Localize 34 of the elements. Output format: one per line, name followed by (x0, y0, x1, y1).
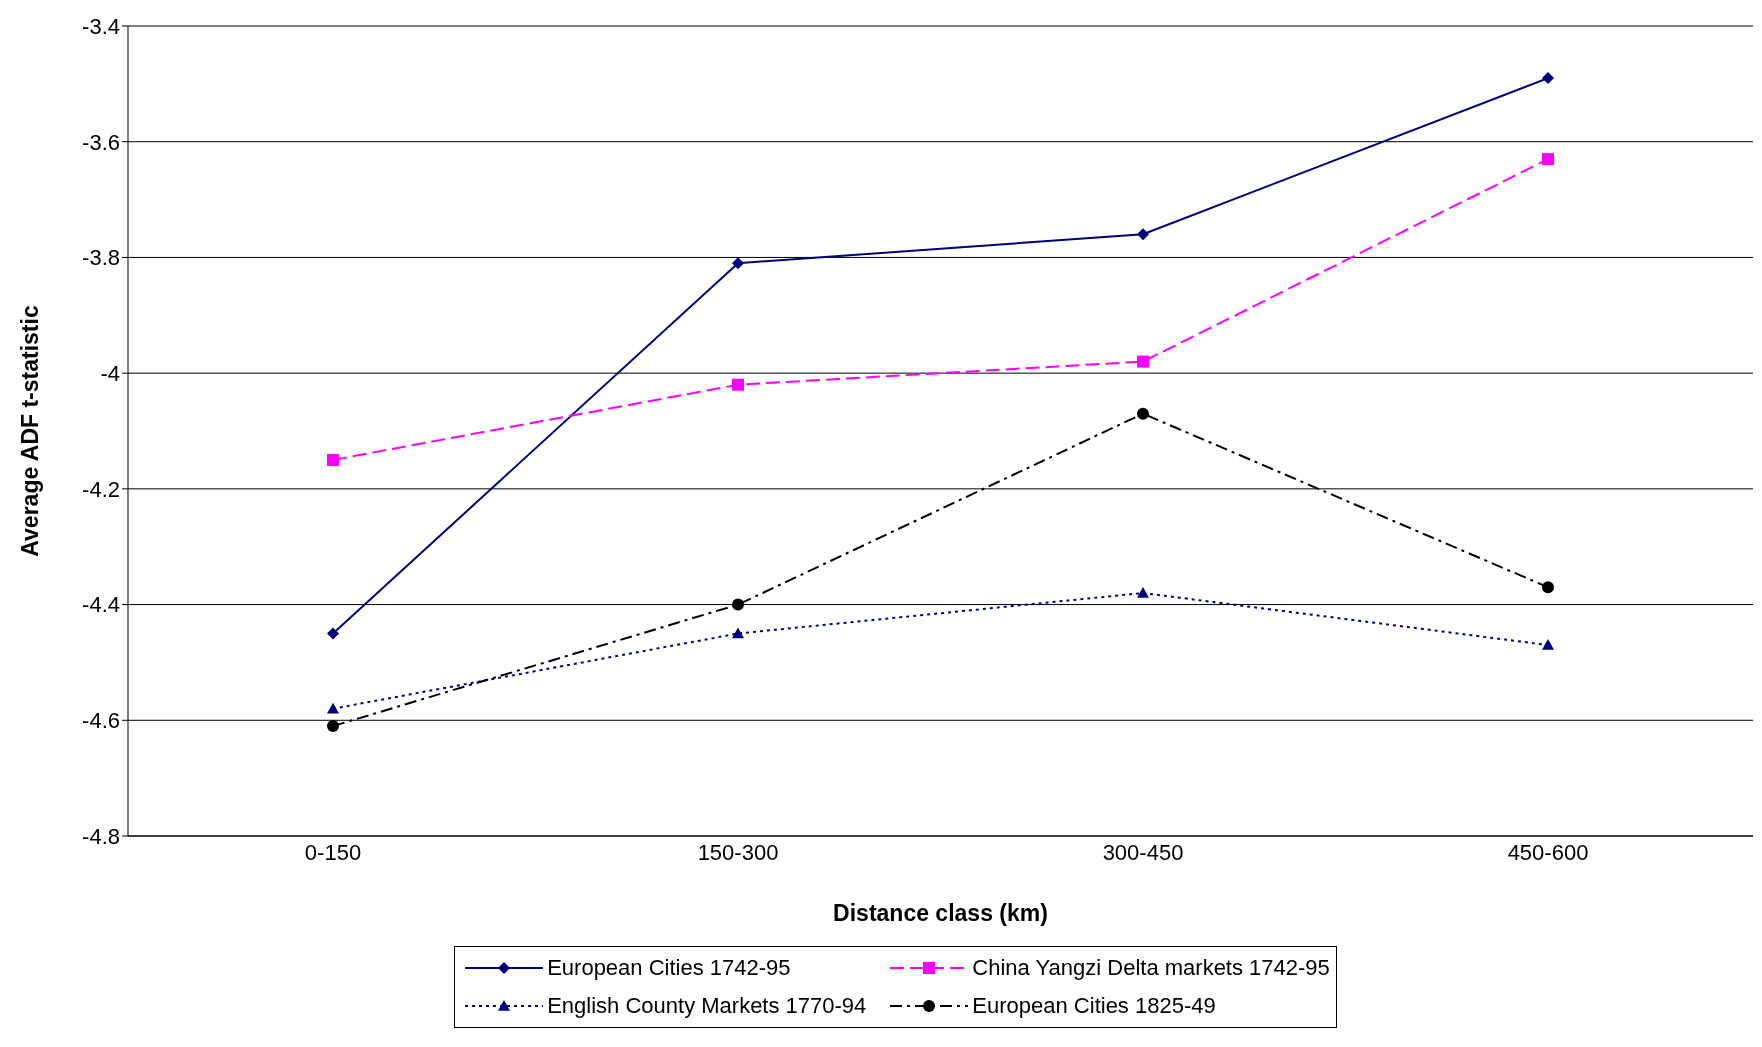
point (327, 720, 339, 733)
point (732, 598, 744, 611)
point (1137, 407, 1149, 420)
point (1137, 228, 1149, 241)
point (327, 453, 339, 466)
point (1542, 72, 1554, 85)
x-tick-label: 150-300 (697, 839, 779, 865)
point (1542, 639, 1554, 650)
y-tick-label: -3.6 (82, 129, 120, 155)
y-axis-title: Average ADF t-statistic (17, 305, 44, 557)
y-tick-label: -3.8 (82, 245, 120, 271)
y-tick-label: -4.4 (82, 592, 120, 618)
legend-label: European Cities 1825-49 (972, 993, 1216, 1019)
legend-label: China Yangzi Delta markets 1742-95 (972, 955, 1330, 981)
x-axis-title: Distance class (km) (833, 900, 1048, 926)
legend-label: English County Markets 1770-94 (547, 993, 867, 1019)
point (1542, 153, 1554, 166)
x-tick-label: 300-450 (1102, 839, 1184, 865)
point (1542, 581, 1554, 594)
point (1137, 355, 1149, 368)
point (327, 702, 339, 714)
point (327, 627, 339, 640)
legend-label: European Cities 1742-95 (547, 955, 791, 981)
y-tick-label: -3.4 (82, 13, 120, 39)
y-tick-label: -4 (100, 360, 120, 386)
y-tick-label: -4.2 (82, 476, 120, 502)
y-tick-label: -4.8 (82, 823, 120, 849)
point (1137, 587, 1149, 598)
point (732, 627, 744, 639)
x-tick-label: 450-600 (1507, 839, 1589, 865)
point (732, 378, 744, 391)
x-tick-label: 0-150 (304, 839, 362, 865)
point (732, 257, 744, 270)
y-tick-label: -4.6 (82, 708, 120, 734)
